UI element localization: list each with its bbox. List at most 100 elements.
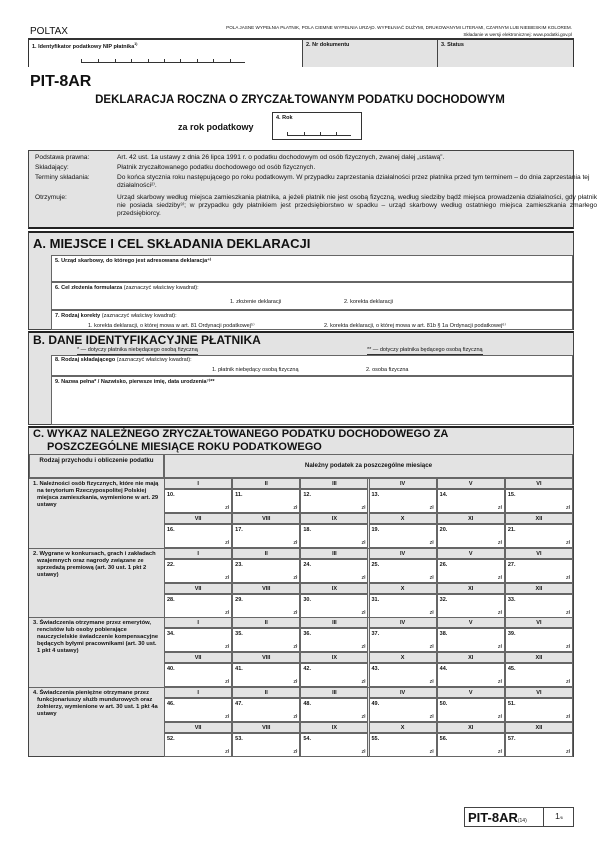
- currency-label: zł: [497, 713, 502, 720]
- tax-amount-field[interactable]: 48. zł: [300, 697, 369, 722]
- income-type-label: 1. Należności osób fizycznych, które nie…: [33, 481, 159, 508]
- tax-amount-field[interactable]: 23. zł: [232, 558, 301, 583]
- currency-label: zł: [293, 748, 298, 755]
- tax-amount-field[interactable]: 55. zł: [368, 732, 437, 757]
- field-number: 48.: [303, 700, 311, 707]
- field-number: 11.: [235, 492, 243, 498]
- month-label: II: [232, 478, 301, 489]
- currency-label: zł: [566, 644, 570, 650]
- field-nip[interactable]: 1. Identyfikator podatkowy NIP płatnika1…: [29, 40, 303, 67]
- currency-label: zł: [225, 609, 230, 616]
- tax-amount-field[interactable]: 16. zł: [164, 524, 233, 548]
- tax-amount-field[interactable]: 33. zł: [504, 593, 573, 618]
- currency-label: zł: [225, 713, 230, 720]
- option-natural-person[interactable]: 2. osoba fizyczna: [366, 367, 409, 373]
- field-number: 39.: [507, 631, 516, 637]
- tax-amount-field[interactable]: 56. zł: [436, 732, 505, 757]
- tax-amount-field[interactable]: 29. zł: [232, 593, 301, 618]
- month-label: VII: [164, 582, 233, 594]
- field-number: 38.: [439, 631, 448, 637]
- month-label: VII: [164, 721, 233, 733]
- currency-label: zł: [293, 713, 298, 720]
- tax-amount-field[interactable]: 35. zł: [232, 628, 301, 652]
- tax-amount-field[interactable]: 43. zł: [368, 663, 437, 687]
- month-label: VI: [504, 478, 573, 489]
- month-label: VIII: [232, 721, 301, 733]
- month-label: IX: [300, 513, 369, 524]
- tax-amount-field[interactable]: 52. zł: [164, 732, 233, 757]
- tax-amount-field[interactable]: 15. zł: [504, 489, 573, 513]
- option-correction-art81b[interactable]: 2. korekta deklaracji, o której mowa w a…: [324, 323, 506, 329]
- currency-label: zł: [429, 748, 434, 755]
- tax-amount-field[interactable]: 32. zł: [436, 593, 505, 618]
- tax-amount-field[interactable]: 25. zł: [368, 558, 437, 583]
- field-number: 51.: [507, 700, 516, 707]
- tax-amount-field[interactable]: 31. zł: [368, 593, 437, 618]
- income-type-label: 4. Świadczenia pieniężne otrzymane przez…: [33, 689, 158, 717]
- month-label: XII: [504, 721, 573, 733]
- field-number: 55.: [371, 735, 380, 742]
- tax-amount-field[interactable]: 27. zł: [504, 558, 573, 583]
- tax-amount-field[interactable]: 28. zł: [164, 593, 233, 618]
- tax-amount-field[interactable]: 24. zł: [300, 558, 369, 583]
- currency-label: zł: [497, 609, 502, 616]
- field-number: 49.: [371, 700, 380, 707]
- tax-amount-field[interactable]: 34. zł: [164, 628, 233, 652]
- note-natural-person: ** — dotyczy płatnika będącego osobą fiz…: [367, 347, 483, 355]
- tax-amount-field[interactable]: 49. zł: [368, 697, 437, 722]
- tax-amount-field[interactable]: 53. zł: [232, 732, 301, 757]
- currency-label: zł: [566, 679, 570, 685]
- tax-amount-field[interactable]: 17. zł: [232, 524, 301, 548]
- tax-amount-field[interactable]: 38. zł: [436, 628, 505, 652]
- option-correction-art81[interactable]: 1. korekta deklaracji, o której mowa w a…: [88, 323, 255, 329]
- currency-label: zł: [429, 609, 434, 616]
- tax-amount-field[interactable]: 10. zł: [164, 489, 233, 513]
- tax-amount-field[interactable]: 21. zł: [504, 524, 573, 548]
- tax-amount-field[interactable]: 22. zł: [164, 558, 233, 583]
- field-year[interactable]: 4. Rok: [272, 112, 362, 140]
- tax-amount-field[interactable]: 41. zł: [232, 663, 301, 687]
- field-number: 56.: [439, 735, 448, 742]
- tax-amount-field[interactable]: 57. zł: [504, 732, 573, 757]
- tax-amount-field[interactable]: 39. zł: [504, 628, 573, 652]
- month-label: VII: [164, 513, 233, 524]
- currency-label: zł: [225, 679, 230, 685]
- tax-amount-field[interactable]: 11. zł: [232, 489, 301, 513]
- tax-amount-field[interactable]: 13. zł: [368, 489, 437, 513]
- tax-amount-field[interactable]: 51. zł: [504, 697, 573, 722]
- tax-amount-field[interactable]: 42. zł: [300, 663, 369, 687]
- tax-amount-field[interactable]: 14. zł: [436, 489, 505, 513]
- field-name[interactable]: 9. Nazwa pełna* / Nazwisko, pierwsze imi…: [51, 376, 573, 425]
- tax-amount-field[interactable]: 47. zł: [232, 697, 301, 722]
- digit-tick: [98, 59, 100, 62]
- tax-amount-field[interactable]: 36. zł: [300, 628, 369, 652]
- field-status: 3. Status: [438, 40, 573, 67]
- page-number: 1: [555, 812, 560, 821]
- tax-amount-field[interactable]: 44. zł: [436, 663, 505, 687]
- tax-amount-field[interactable]: 18. zł: [300, 524, 369, 548]
- tax-amount-field[interactable]: 40. zł: [164, 663, 233, 687]
- tax-amount-field[interactable]: 30. zł: [300, 593, 369, 618]
- month-label: I: [164, 478, 233, 489]
- field-tax-office[interactable]: 5. Urząd skarbowy, do którego jest adres…: [51, 255, 573, 282]
- tax-amount-field[interactable]: 50. zł: [436, 697, 505, 722]
- tax-amount-field[interactable]: 20. zł: [436, 524, 505, 548]
- digit-tick: [164, 59, 165, 62]
- month-label: XI: [436, 513, 505, 524]
- currency-label: zł: [225, 505, 230, 511]
- tax-amount-field[interactable]: 19. zł: [368, 524, 437, 548]
- tax-amount-field[interactable]: 45. zł: [504, 663, 573, 687]
- tax-amount-field[interactable]: 54. zł: [300, 732, 369, 757]
- tax-amount-field[interactable]: 26. zł: [436, 558, 505, 583]
- digit-tick: [180, 59, 182, 62]
- field-number: 30.: [303, 596, 311, 603]
- field-number: 24.: [303, 561, 311, 568]
- option-correction[interactable]: 2. korekta deklaracji: [344, 299, 393, 305]
- field-number: 18.: [303, 527, 311, 533]
- month-label: X: [368, 652, 437, 663]
- tax-amount-field[interactable]: 12. zł: [300, 489, 369, 513]
- tax-amount-field[interactable]: 46. zł: [164, 697, 233, 722]
- option-non-natural-person[interactable]: 1. płatnik niebędący osobą fizyczną: [212, 367, 299, 373]
- option-submission[interactable]: 1. złożenie deklaracji: [230, 299, 282, 305]
- tax-amount-field[interactable]: 37. zł: [368, 628, 437, 652]
